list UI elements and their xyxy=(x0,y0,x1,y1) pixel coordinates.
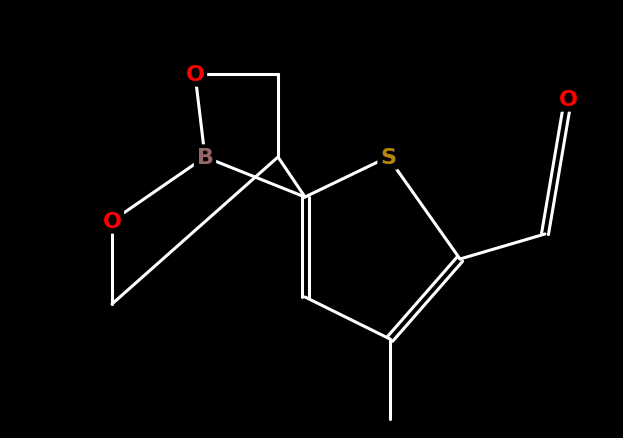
Text: S: S xyxy=(380,148,396,168)
Text: B: B xyxy=(196,148,214,168)
Text: O: O xyxy=(186,65,204,85)
Text: O: O xyxy=(558,90,578,110)
Text: O: O xyxy=(103,212,121,231)
